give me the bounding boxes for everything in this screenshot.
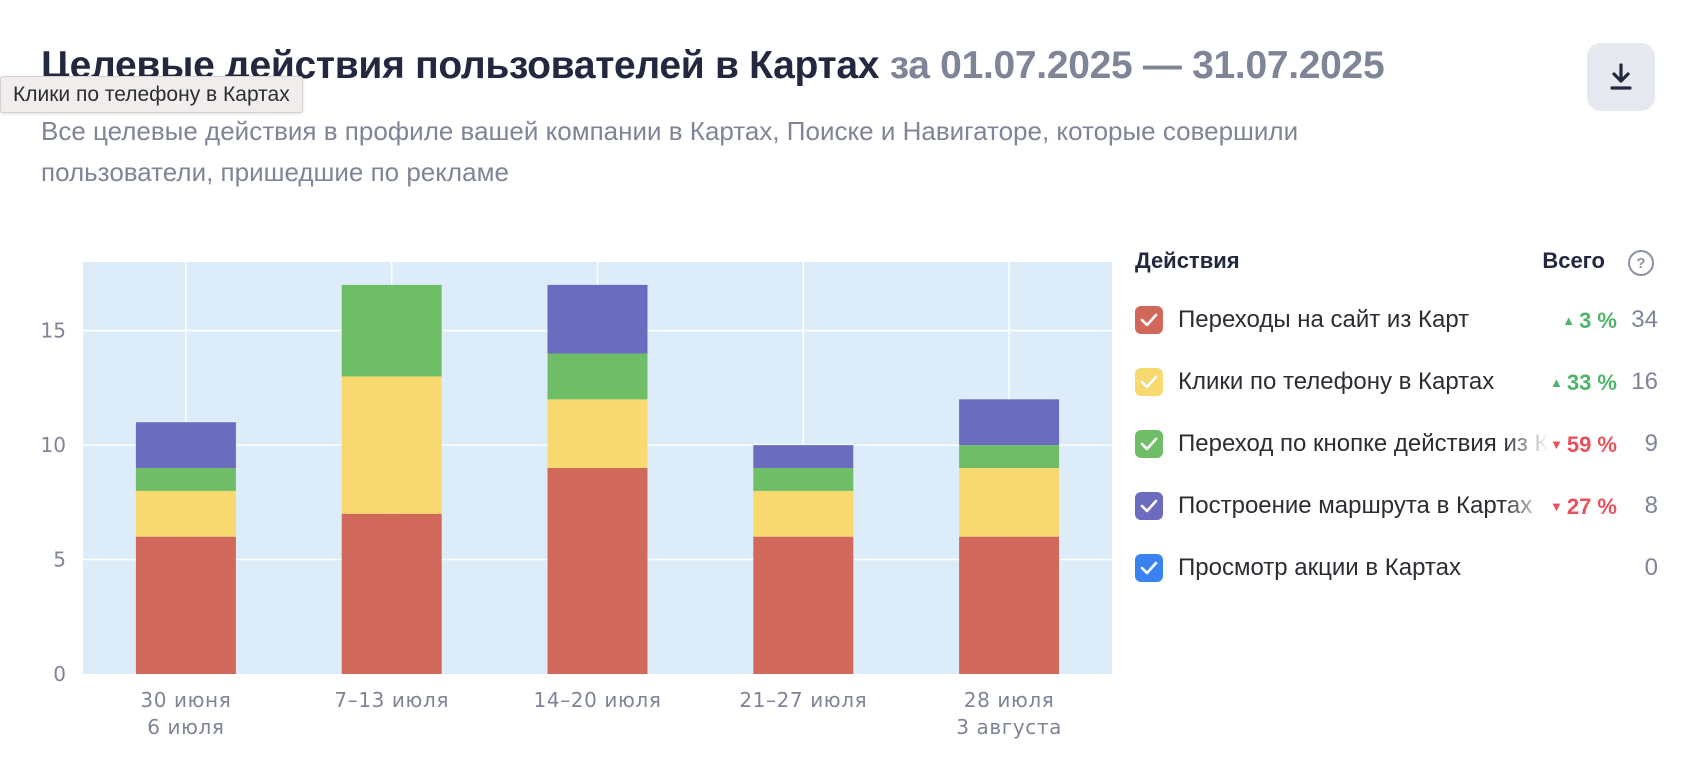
legend-row-change: ▲ 33 % bbox=[1550, 370, 1617, 396]
y-tick-label: 5 bbox=[53, 548, 66, 572]
series-checkbox[interactable] bbox=[1135, 430, 1163, 458]
bar-segment bbox=[753, 490, 854, 537]
legend-row-change: ▼ 27 % bbox=[1550, 494, 1617, 520]
bar-segment bbox=[959, 468, 1060, 537]
bar-segment bbox=[135, 536, 236, 674]
legend-row-total: 34 bbox=[1631, 306, 1658, 333]
bar-segment bbox=[547, 353, 648, 400]
bar-segment bbox=[135, 422, 236, 468]
legend-row-change-value: 27 % bbox=[1566, 494, 1617, 519]
checkmark-icon bbox=[1140, 375, 1158, 389]
legend-row-label: Клики по телефону в Картах bbox=[1178, 368, 1495, 395]
series-checkbox[interactable] bbox=[1135, 492, 1163, 520]
page-subtitle: Все целевые действия в профиле вашей ком… bbox=[41, 116, 1299, 187]
y-tick-label: 15 bbox=[41, 319, 66, 343]
bar-segment bbox=[547, 468, 648, 674]
stacked-bar-chart: 0 5 10 15 30 июня 6 июля 7–13 июля 14–20 июля 21… bbox=[41, 262, 1112, 739]
bar-segment bbox=[753, 536, 854, 674]
legend-row[interactable]: Просмотр акции в Картах 0 bbox=[1135, 546, 1660, 586]
legend-row-total: 9 bbox=[1644, 430, 1658, 457]
y-tick-label: 10 bbox=[41, 433, 66, 457]
legend-row[interactable]: Построение маршрута в Картах ▼ 27 % 8 bbox=[1135, 484, 1660, 524]
bar-segment bbox=[959, 536, 1060, 674]
x-tick-label: 7–13 июля bbox=[334, 688, 449, 712]
series-checkbox[interactable] bbox=[1135, 368, 1163, 396]
x-tick-label: 3 августа bbox=[956, 715, 1062, 739]
bar-tooltip: Клики по телефону в Картах bbox=[0, 76, 303, 113]
legend-table: Действия Всего ? Переходы на сайт из Кар… bbox=[1135, 240, 1660, 582]
legend-row-label: Переходы на сайт из Карт bbox=[1178, 306, 1470, 333]
x-tick-label: 21–27 июля bbox=[739, 688, 867, 712]
legend-header-total: Всего bbox=[1542, 248, 1605, 273]
legend-row-total: 16 bbox=[1631, 368, 1658, 395]
title-period: за 01.07.2025 — 31.07.2025 bbox=[889, 44, 1385, 87]
legend-row-change-value: 59 % bbox=[1566, 432, 1617, 457]
arrow-up-icon: ▲ bbox=[1562, 313, 1576, 328]
series-checkbox[interactable] bbox=[1135, 554, 1163, 582]
legend-row-change: ▲ 3 % bbox=[1562, 308, 1617, 334]
legend-row-total: 0 bbox=[1644, 554, 1658, 581]
x-tick-label: 28 июля bbox=[964, 688, 1055, 712]
checkmark-icon bbox=[1140, 561, 1158, 575]
bar-segment bbox=[341, 284, 442, 377]
download-button[interactable] bbox=[1587, 43, 1655, 111]
bar-segment bbox=[547, 284, 648, 354]
legend-row[interactable]: Клики по телефону в Картах ▲ 33 % 16 bbox=[1135, 360, 1660, 400]
bar-segment bbox=[959, 445, 1060, 468]
legend-row-change-value: 33 % bbox=[1566, 370, 1617, 395]
checkmark-icon bbox=[1140, 437, 1158, 451]
bar-segment bbox=[341, 376, 442, 514]
bar-segment bbox=[547, 399, 648, 468]
bar-segment bbox=[341, 513, 442, 674]
checkmark-icon bbox=[1140, 499, 1158, 513]
legend-row-change: ▼ 59 % bbox=[1550, 432, 1617, 458]
download-icon bbox=[1610, 63, 1632, 90]
help-icon[interactable]: ? bbox=[1628, 250, 1654, 276]
legend-row-change-value: 3 % bbox=[1579, 308, 1617, 333]
series-checkbox[interactable] bbox=[1135, 306, 1163, 334]
legend-row-label: Просмотр акции в Картах bbox=[1178, 554, 1461, 581]
legend-row[interactable]: Переходы на сайт из Карт ▲ 3 % 34 bbox=[1135, 298, 1660, 338]
bar-segment bbox=[135, 490, 236, 537]
legend-row-label: Построение маршрута в Картах bbox=[1178, 492, 1533, 519]
legend-row[interactable]: Переход по кнопке действия из Карт ▼ 59 % 9 bbox=[1135, 422, 1660, 462]
x-tick-label: 6 июля bbox=[147, 715, 224, 739]
bar-segment bbox=[753, 445, 854, 468]
x-tick-label: 30 июня bbox=[140, 688, 231, 712]
legend-header-actions: Действия bbox=[1135, 248, 1240, 273]
legend-header: Действия Всего ? bbox=[1135, 240, 1660, 280]
arrow-down-icon: ▼ bbox=[1549, 437, 1563, 452]
legend-row-total: 8 bbox=[1644, 492, 1658, 519]
x-tick-label: 14–20 июля bbox=[534, 688, 662, 712]
bar-segment bbox=[135, 468, 236, 491]
arrow-down-icon: ▼ bbox=[1549, 499, 1563, 514]
y-tick-label: 0 bbox=[53, 662, 66, 686]
legend-row-label: Переход по кнопке действия из Карт bbox=[1178, 430, 1548, 457]
arrow-up-icon: ▲ bbox=[1549, 375, 1563, 390]
checkmark-icon bbox=[1140, 313, 1158, 327]
bar-segment bbox=[753, 468, 854, 491]
bar-segment bbox=[959, 399, 1060, 446]
